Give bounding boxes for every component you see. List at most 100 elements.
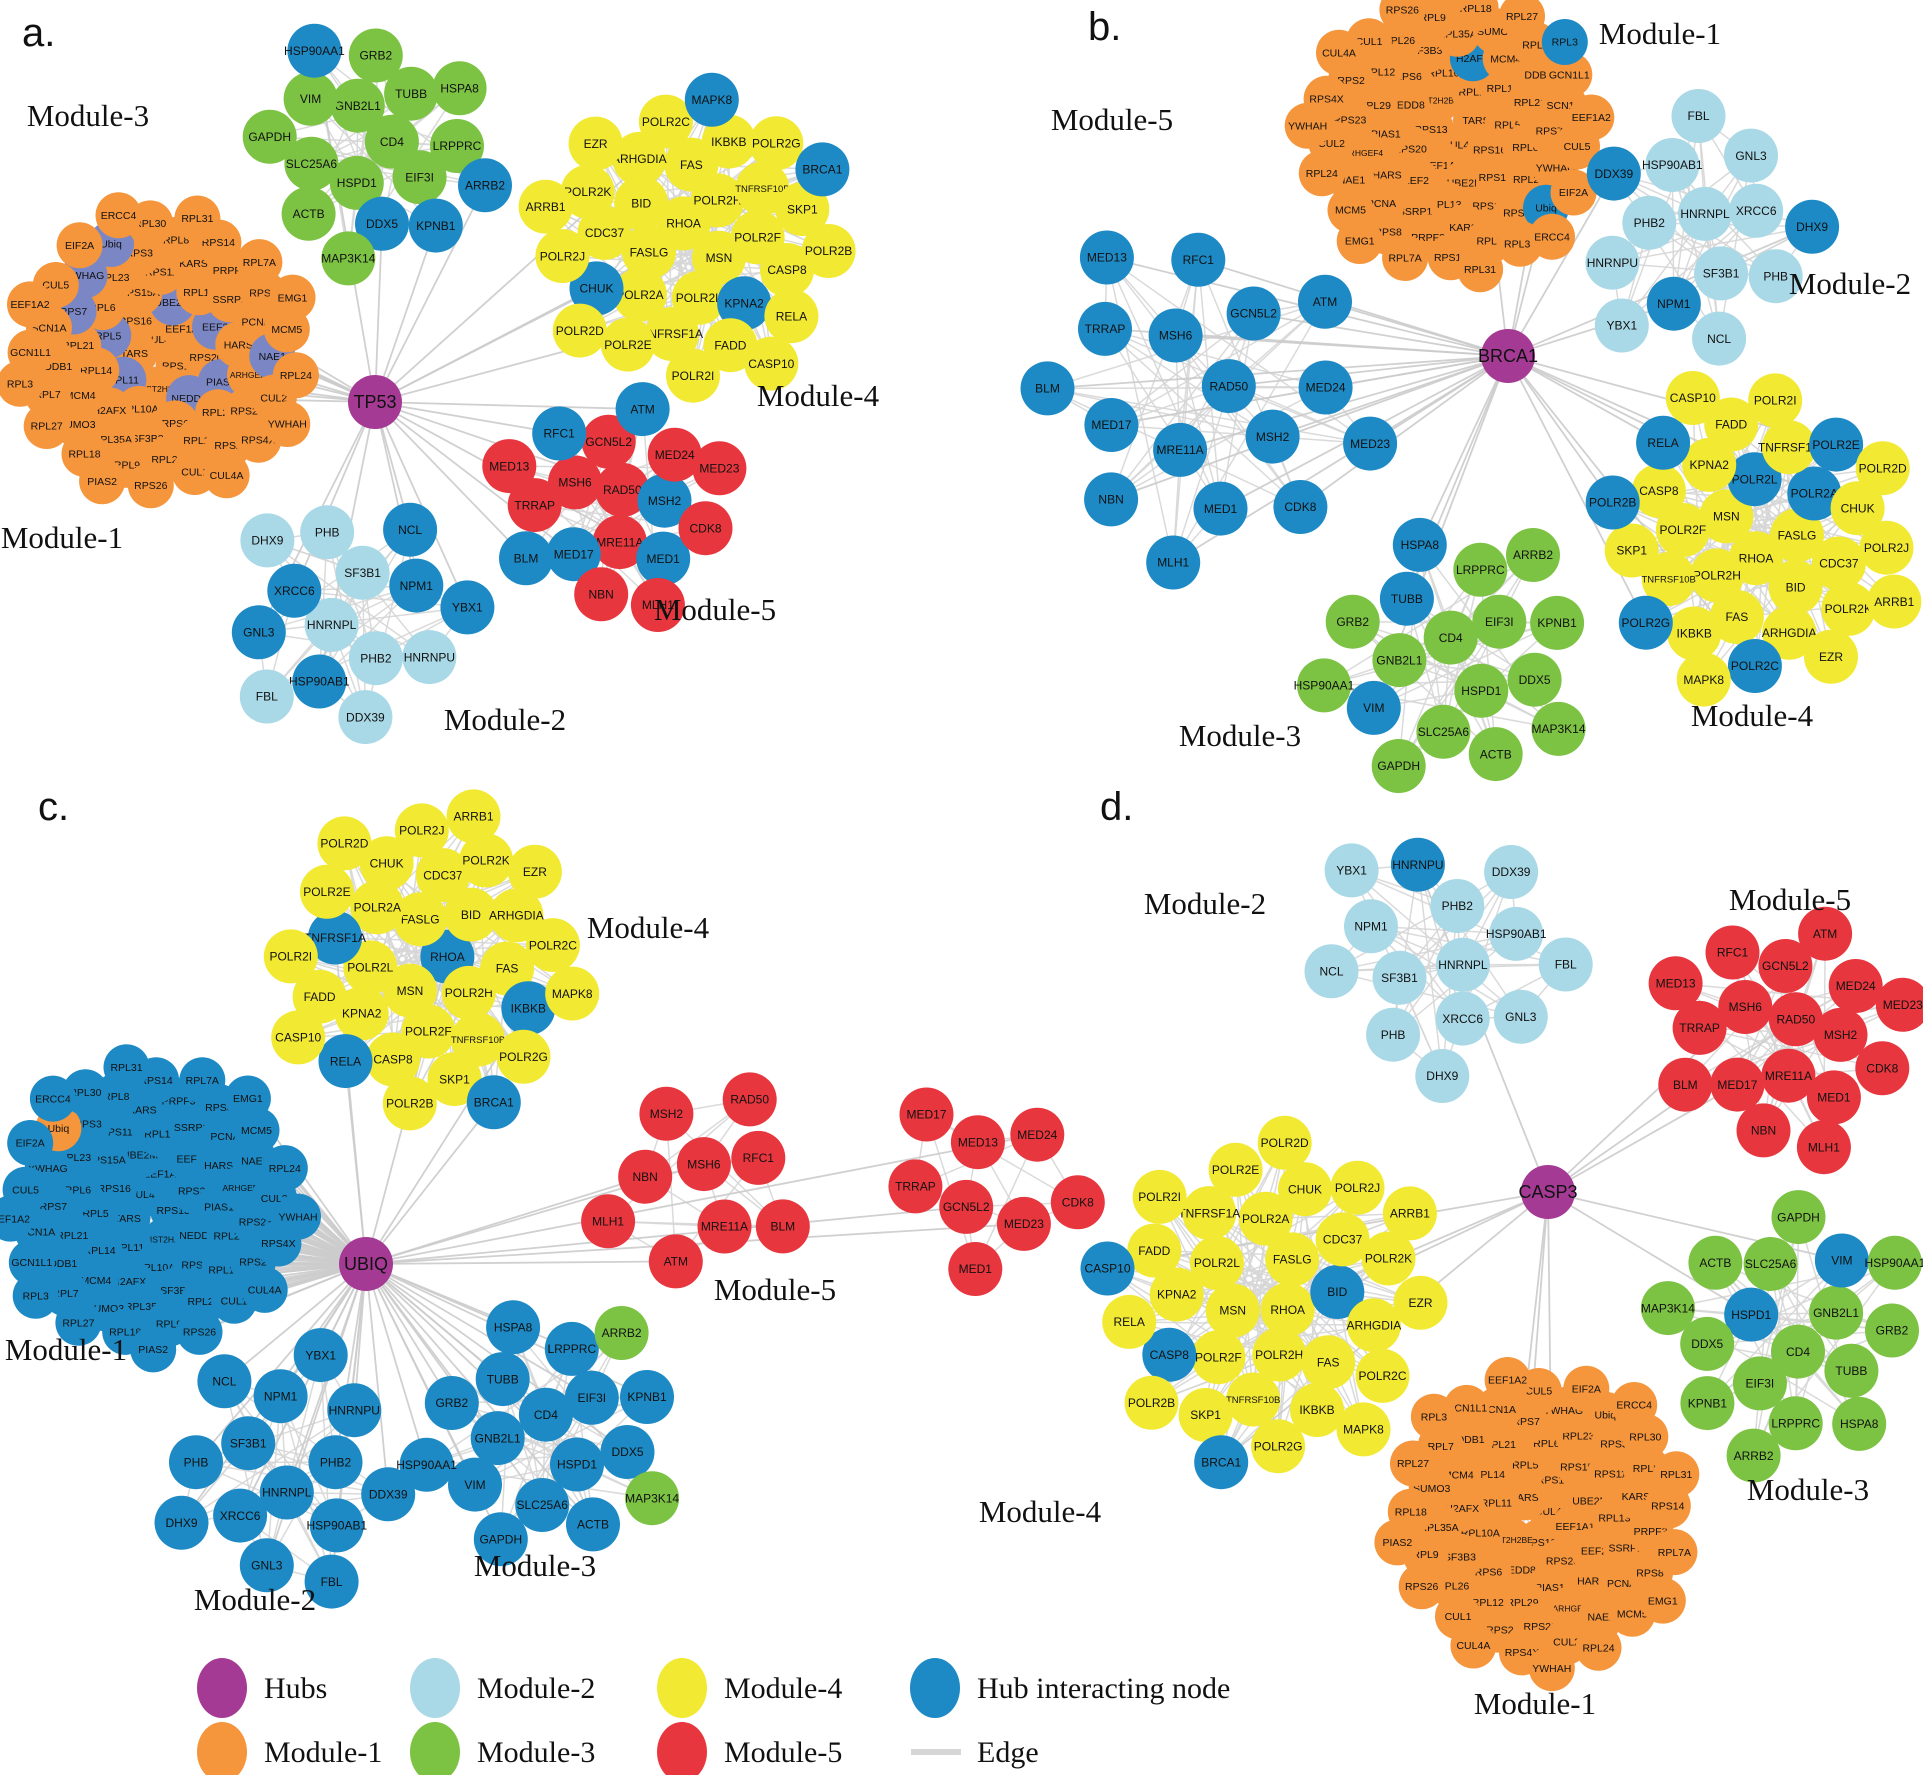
node-CASP10[interactable]: CASP10 — [1080, 1241, 1135, 1296]
node-FAS[interactable]: FAS — [1301, 1335, 1356, 1390]
node-MSH2[interactable]: MSH2 — [639, 1086, 694, 1141]
node-TRRAP[interactable]: TRRAP — [888, 1159, 943, 1214]
node-PHB[interactable]: PHB — [300, 505, 355, 560]
node-POLR2I[interactable]: POLR2I — [1132, 1169, 1187, 1224]
node-NCL[interactable]: NCL — [1304, 944, 1359, 999]
node-GNL3[interactable]: GNL3 — [1724, 128, 1778, 183]
node-NPM1[interactable]: NPM1 — [1646, 276, 1701, 331]
node-XRCC6[interactable]: XRCC6 — [1435, 991, 1490, 1046]
node-POLR2G[interactable]: POLR2G — [496, 1029, 551, 1084]
node-PIAS2[interactable]: PIAS2 — [1374, 1519, 1421, 1566]
node-ACTB[interactable]: ACTB — [1688, 1235, 1743, 1290]
node-RPL7A[interactable]: RPL7A — [1651, 1529, 1698, 1576]
node-RFC1[interactable]: RFC1 — [532, 406, 587, 461]
node-RPL31[interactable]: RPL31 — [1653, 1451, 1700, 1498]
node-EZR[interactable]: EZR — [1804, 629, 1858, 684]
node-RPL3[interactable]: RPL3 — [12, 1272, 59, 1319]
node-POLR2B[interactable]: POLR2B — [1124, 1375, 1179, 1430]
node-RELA[interactable]: RELA — [318, 1034, 373, 1089]
node-EIF2A[interactable]: EIF2A — [7, 1120, 54, 1166]
node-GRB2[interactable]: GRB2 — [424, 1376, 479, 1430]
node-POLR2C[interactable]: POLR2C — [1355, 1348, 1410, 1403]
node-EEF1A2[interactable]: EEF1A2 — [7, 281, 53, 328]
node-BRCA1[interactable]: BRCA1 — [466, 1075, 521, 1130]
node-ARRB1[interactable]: ARRB1 — [1382, 1186, 1437, 1241]
node-NCL[interactable]: NCL — [197, 1354, 252, 1409]
node-POLR2C[interactable]: POLR2C — [525, 918, 580, 973]
node-PHB[interactable]: PHB — [1366, 1007, 1421, 1062]
node-ARRB1[interactable]: ARRB1 — [518, 179, 573, 234]
node-CASP10[interactable]: CASP10 — [1665, 371, 1720, 425]
node-RPL24[interactable]: RPL24 — [1298, 150, 1345, 197]
node-TUBB[interactable]: TUBB — [1824, 1343, 1879, 1398]
node-POLR2E[interactable]: POLR2E — [600, 317, 655, 372]
node-SKP1[interactable]: SKP1 — [1178, 1388, 1233, 1442]
node-ACTB[interactable]: ACTB — [566, 1497, 620, 1552]
node-VIM[interactable]: VIM — [1814, 1233, 1869, 1288]
node-POLR2D[interactable]: POLR2D — [552, 303, 607, 358]
node-BRCA1[interactable]: BRCA1 — [795, 142, 850, 197]
node-RPL31[interactable]: RPL31 — [103, 1044, 150, 1091]
node-CD4[interactable]: CD4 — [518, 1387, 573, 1442]
node-KPNB1[interactable]: KPNB1 — [1530, 595, 1585, 650]
node-RPS26[interactable]: RPS26 — [1398, 1563, 1445, 1610]
node-MED23[interactable]: MED23 — [692, 441, 747, 496]
node-POLR2I[interactable]: POLR2I — [263, 929, 318, 984]
node-BLM[interactable]: BLM — [1020, 361, 1075, 416]
node-RPL24[interactable]: RPL24 — [272, 352, 319, 399]
node-SF3B1[interactable]: SF3B1 — [221, 1416, 276, 1471]
node-ERCC4[interactable]: ERCC4 — [1529, 213, 1575, 260]
node-CD4[interactable]: CD4 — [1423, 610, 1478, 665]
node-SF3B1[interactable]: SF3B1 — [1694, 246, 1749, 301]
node-YBX1[interactable]: YBX1 — [293, 1328, 348, 1383]
node-MED24[interactable]: MED24 — [1298, 360, 1353, 415]
node-HSP90AA1[interactable]: HSP90AA1 — [1294, 658, 1355, 713]
node-CDC37[interactable]: CDC37 — [1315, 1212, 1370, 1267]
node-EMG1[interactable]: EMG1 — [1336, 218, 1383, 264]
node-CUL4A[interactable]: CUL4A — [241, 1266, 288, 1313]
node-POLR2B[interactable]: POLR2B — [1585, 475, 1640, 530]
node-HSPA8[interactable]: HSPA8 — [486, 1300, 541, 1355]
node-POLR2F[interactable]: POLR2F — [1191, 1330, 1246, 1385]
node-RPL7A[interactable]: RPL7A — [179, 1057, 226, 1104]
node-RAD50[interactable]: RAD50 — [1201, 359, 1256, 414]
node-MLH1[interactable]: MLH1 — [581, 1194, 636, 1249]
node-RPL7A[interactable]: RPL7A — [1382, 235, 1429, 281]
node-FADD[interactable]: FADD — [1127, 1223, 1182, 1278]
node-CASP10[interactable]: CASP10 — [271, 1010, 326, 1065]
node-GCN5L2[interactable]: GCN5L2 — [1226, 286, 1281, 341]
node-CASP8[interactable]: CASP8 — [1631, 463, 1686, 518]
node-CUL4A[interactable]: CUL4A — [1450, 1622, 1497, 1669]
node-MED1[interactable]: MED1 — [1193, 481, 1248, 536]
node-POLR2C[interactable]: POLR2C — [638, 94, 693, 149]
node-MED23[interactable]: MED23 — [1343, 416, 1398, 471]
node-KPNB1[interactable]: KPNB1 — [620, 1370, 674, 1424]
node-RFC1[interactable]: RFC1 — [731, 1130, 786, 1185]
node-DHX9[interactable]: DHX9 — [1415, 1049, 1470, 1103]
node-TNFRSF10B[interactable]: TNFRSF10B — [1226, 1372, 1280, 1427]
node-RELA[interactable]: RELA — [1636, 415, 1691, 470]
node-HNRNPU[interactable]: HNRNPU — [1390, 837, 1445, 892]
node-YWHAH[interactable]: YWHAH — [1528, 1645, 1575, 1692]
node-GAPDH[interactable]: GAPDH — [1771, 1190, 1826, 1245]
node-MED1[interactable]: MED1 — [1806, 1070, 1861, 1125]
node-MED24[interactable]: MED24 — [1010, 1107, 1065, 1162]
node-HNRNPU[interactable]: HNRNPU — [402, 630, 457, 685]
node-MSH2[interactable]: MSH2 — [1245, 409, 1300, 464]
node-CDK8[interactable]: CDK8 — [678, 501, 733, 556]
node-SLC25A6[interactable]: SLC25A6 — [1416, 704, 1471, 759]
node-MED17[interactable]: MED17 — [899, 1087, 954, 1142]
node-NPM1[interactable]: NPM1 — [1344, 899, 1398, 954]
node-VIM[interactable]: VIM — [1346, 680, 1401, 735]
node-HNRNPL[interactable]: HNRNPL — [1435, 937, 1490, 992]
node-PIAS2[interactable]: PIAS2 — [79, 458, 126, 505]
node-PHB[interactable]: PHB — [169, 1435, 223, 1490]
node-CDK8[interactable]: CDK8 — [1273, 480, 1328, 534]
node-ERCC4[interactable]: ERCC4 — [1611, 1382, 1658, 1428]
node-CDK8[interactable]: CDK8 — [1855, 1041, 1910, 1096]
node-MED13[interactable]: MED13 — [1079, 230, 1134, 285]
node-KPNB1[interactable]: KPNB1 — [408, 198, 463, 253]
node-FBL[interactable]: FBL — [1671, 89, 1726, 143]
node-PHB2[interactable]: PHB2 — [1622, 195, 1677, 250]
node-SF3B1[interactable]: SF3B1 — [1372, 950, 1427, 1005]
